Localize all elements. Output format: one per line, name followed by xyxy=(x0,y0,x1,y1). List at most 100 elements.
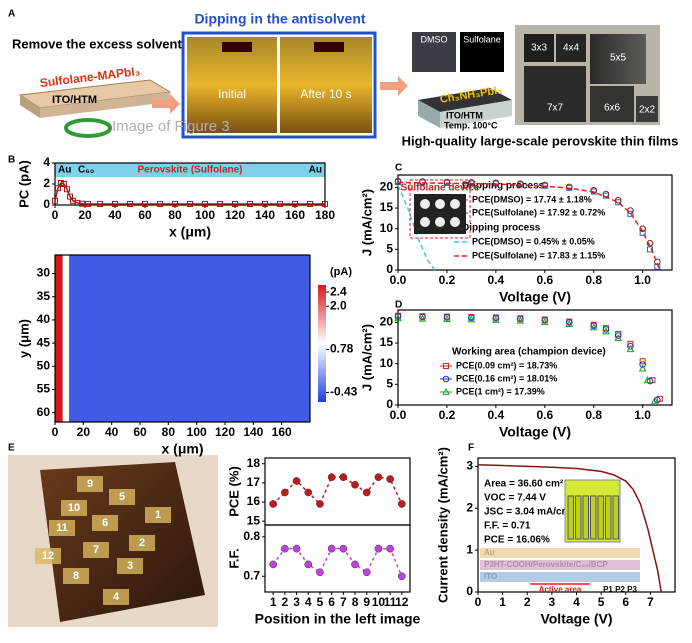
arrow xyxy=(380,76,408,96)
label: DMSO xyxy=(421,34,448,44)
label: Initial xyxy=(218,87,246,101)
timer xyxy=(222,42,252,52)
marker xyxy=(614,333,623,341)
x-axis-label: x (μm) xyxy=(169,224,211,240)
x-tick-label: 20 xyxy=(78,208,92,222)
colorbar-tick-label: 2.4 xyxy=(330,284,347,298)
pad xyxy=(103,589,129,605)
marker xyxy=(646,246,653,253)
y-tick-label: 30 xyxy=(37,266,51,280)
marker xyxy=(374,544,383,553)
cell xyxy=(450,217,460,227)
y-tick-label: 15 xyxy=(380,200,394,214)
subcell xyxy=(567,495,574,540)
series-line xyxy=(272,547,403,577)
marker xyxy=(614,196,622,204)
marker xyxy=(442,375,450,383)
marker xyxy=(516,316,525,324)
pad xyxy=(49,520,75,536)
x-tick-label: 1 xyxy=(499,595,506,609)
marker xyxy=(217,200,223,207)
y-tick-label: 2 xyxy=(43,176,50,190)
y-axis-label: J (mA/cm²) xyxy=(359,324,374,391)
y-tick-label: 10 xyxy=(380,356,394,370)
y-tick-label: 3 xyxy=(466,459,473,473)
label: 6 xyxy=(102,517,108,529)
x-tick-label: 100 xyxy=(195,208,215,222)
subcell xyxy=(597,495,604,540)
series-line xyxy=(397,185,436,271)
x-tick-label: 60 xyxy=(138,208,152,222)
x-axis-label: x (μm) xyxy=(161,441,203,457)
annotation: VOC = 7.44 V xyxy=(484,493,546,504)
panel-letter: D xyxy=(395,300,402,311)
x-tick-label: 0.2 xyxy=(439,273,456,287)
legend-label: PCE(DMSO) = 0.45% ± 0.05% xyxy=(472,236,595,246)
marker xyxy=(394,313,402,320)
x-tick-label: 2 xyxy=(524,595,531,609)
x-tick-label: 180 xyxy=(315,208,335,222)
marker xyxy=(327,473,336,481)
marker xyxy=(304,560,313,569)
y-tick-label: 55 xyxy=(37,382,51,396)
x-tick-label: 140 xyxy=(243,425,263,439)
x-tick-label: 6 xyxy=(622,595,629,609)
annotation: Area = 36.60 cm² xyxy=(484,479,564,490)
annotation: Active area xyxy=(539,585,582,594)
marker xyxy=(419,178,426,185)
label: 7x7 xyxy=(547,103,564,114)
band xyxy=(55,163,325,177)
film-photo xyxy=(590,86,634,122)
marker xyxy=(492,179,500,187)
label: 2 xyxy=(139,537,145,549)
label: 1 xyxy=(155,509,161,521)
cell xyxy=(420,199,430,209)
x-tick-label: 2 xyxy=(282,595,289,609)
marker xyxy=(281,544,289,553)
marker xyxy=(327,544,336,553)
x-tick-label: 120 xyxy=(215,425,235,439)
x-tick-label: 0 xyxy=(52,425,59,439)
marker xyxy=(339,544,348,553)
x-tick-label: 5 xyxy=(598,595,605,609)
marker xyxy=(362,568,371,577)
marker xyxy=(602,190,610,198)
x-tick-label: 4 xyxy=(305,595,312,609)
layer xyxy=(480,548,640,558)
colorbar-tick-label: -0.43 xyxy=(330,385,358,399)
marker xyxy=(394,314,402,322)
marker xyxy=(397,500,406,508)
label: ITO/HTM xyxy=(52,94,97,106)
legend-label: PCE(Sulfolane) = 17.92 ± 0.72% xyxy=(472,207,605,217)
x-tick-label: 1 xyxy=(270,595,277,609)
marker xyxy=(589,323,598,331)
pad xyxy=(77,476,103,492)
axes-frame xyxy=(397,174,673,271)
marker xyxy=(52,197,58,204)
annotation: Sulfolane device xyxy=(401,183,480,194)
film-photo xyxy=(636,96,658,122)
marker xyxy=(386,475,394,483)
label: 5x5 xyxy=(610,53,627,64)
marker xyxy=(85,200,91,207)
panel-letter: C xyxy=(395,163,402,174)
marker xyxy=(277,200,283,207)
label: Sulfolane xyxy=(463,34,501,44)
marker xyxy=(646,239,654,247)
annotation: Dipping process xyxy=(462,223,541,234)
x-tick-label: 9 xyxy=(363,595,370,609)
subcell xyxy=(590,495,597,540)
x-tick-label: 60 xyxy=(133,425,147,439)
pad xyxy=(109,489,135,505)
x-axis-label: Voltage (V) xyxy=(499,424,571,440)
y-tick-label: 18 xyxy=(247,456,261,470)
x-tick-label: 40 xyxy=(105,425,119,439)
marker xyxy=(639,358,646,365)
panel-letter: A xyxy=(8,9,15,20)
series-line xyxy=(272,476,403,506)
colorbar-label: (pA) xyxy=(330,266,352,278)
marker xyxy=(492,315,500,323)
marker xyxy=(468,314,475,322)
marker xyxy=(316,568,324,577)
